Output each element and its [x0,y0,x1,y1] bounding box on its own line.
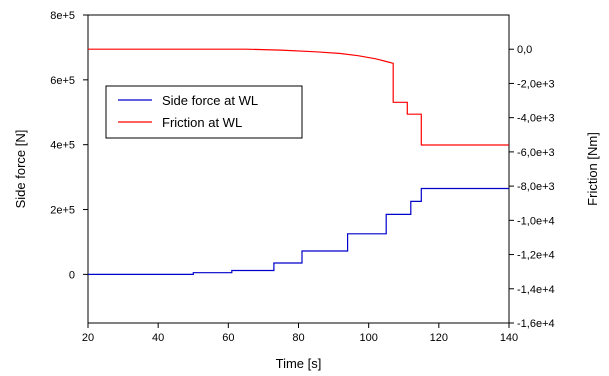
x-tick-label: 120 [430,332,448,344]
x-axis-title: Time [s] [276,356,322,371]
legend-label-friction: Friction at WL [162,115,242,130]
legend: Side force at WL Friction at WL [105,85,303,139]
y-right-tick-label: -1,6e+4 [517,318,555,330]
y-right-tick-label: -8,0e+3 [517,181,555,193]
y-left-tick-label: 0 [69,269,75,281]
y-axis-left-title: Side force [N] [13,130,28,209]
x-tick-label: 60 [222,332,234,344]
x-tick-label: 20 [82,332,94,344]
y-axis-left: 0 2e+5 4e+5 6e+5 8e+5 [50,10,88,281]
y-right-tick-label: -4,0e+3 [517,113,555,125]
y-right-tick-label: -1,0e+4 [517,215,555,227]
y-left-tick-label: 8e+5 [50,10,75,22]
legend-label-side-force: Side force at WL [162,93,258,108]
y-axis-right-title: Friction [Nm] [585,132,600,206]
series-line-0 [88,187,509,275]
y-right-tick-label: -2,0e+3 [517,78,555,90]
y-left-tick-label: 2e+5 [50,205,75,217]
series-layer [88,48,509,275]
x-tick-label: 80 [292,332,304,344]
y-left-tick-label: 6e+5 [50,75,75,87]
x-tick-label: 140 [500,332,518,344]
y-axis-right: 0,0 -2,0e+3 -4,0e+3 -6,0e+3 -8,0e+3 -1,0e+4 -1… [509,44,555,330]
x-tick-label: 100 [359,332,377,344]
y-right-tick-label: -1,2e+4 [517,250,555,262]
series-line-1 [88,48,509,146]
x-axis: 20 40 60 80 100 120 140 [82,323,518,344]
y-right-tick-label: -6,0e+3 [517,147,555,159]
y-left-tick-label: 4e+5 [50,140,75,152]
x-tick-label: 40 [152,332,164,344]
legend-box [105,85,303,139]
y-right-tick-label: -1,4e+4 [517,284,555,296]
y-right-tick-label: 0,0 [517,44,532,56]
